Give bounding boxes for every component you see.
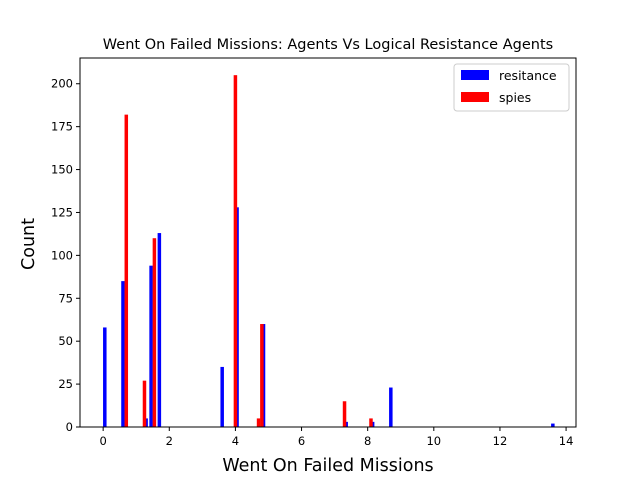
spies-bar-6 bbox=[342, 401, 347, 427]
spies-bar-1 bbox=[142, 380, 147, 427]
resistance-bar-10 bbox=[389, 387, 393, 427]
legend-swatch-0 bbox=[461, 70, 489, 80]
legend: resitance spies bbox=[453, 63, 570, 112]
x-tick-label: 6 bbox=[298, 434, 305, 448]
legend-swatch-1 bbox=[461, 92, 489, 102]
y-tick-label: 100 bbox=[51, 248, 73, 262]
legend-label-1: spies bbox=[499, 90, 531, 105]
resistance-bar-5 bbox=[220, 366, 224, 427]
axes-frame bbox=[79, 57, 577, 428]
spies-bar-3 bbox=[233, 75, 238, 428]
spies-bar-5 bbox=[260, 324, 264, 427]
resistance-bar-4 bbox=[157, 233, 162, 427]
y-tick-label: 50 bbox=[58, 334, 73, 348]
spies-bar-7 bbox=[369, 418, 373, 427]
legend-label-0: resitance bbox=[499, 68, 557, 83]
y-tick-label: 200 bbox=[51, 77, 73, 91]
resistance-bar-11 bbox=[551, 423, 555, 427]
x-tick-label: 4 bbox=[232, 434, 239, 448]
y-tick-label: 0 bbox=[66, 420, 73, 434]
y-tick-label: 125 bbox=[51, 205, 73, 219]
x-tick-label: 12 bbox=[493, 434, 508, 448]
x-tick-label: 10 bbox=[426, 434, 441, 448]
axes-group: 0 2 4 6 8 10 12 14 0 25 50 75 100 125 150 175 200 bbox=[51, 57, 577, 448]
x-tick-label: 2 bbox=[166, 434, 173, 448]
x-axis-label: Went On Failed Missions bbox=[222, 456, 433, 476]
spies-bar-2 bbox=[152, 238, 157, 427]
spies-bar-0 bbox=[124, 114, 129, 427]
x-tick-label: 0 bbox=[99, 434, 106, 448]
resistance-bar-3 bbox=[149, 265, 153, 427]
y-tick-label: 75 bbox=[58, 291, 73, 305]
y-axis-label: Count bbox=[19, 218, 39, 270]
resistance-bar-1 bbox=[121, 281, 125, 427]
resistance-bar-0 bbox=[103, 327, 107, 427]
y-tick-label: 175 bbox=[51, 120, 73, 134]
x-tick-label: 8 bbox=[364, 434, 371, 448]
chart-title: Went On Failed Missions: Agents Vs Logic… bbox=[103, 37, 553, 53]
y-tick-label: 150 bbox=[51, 163, 73, 177]
x-tick-label: 14 bbox=[559, 434, 574, 448]
bars-group bbox=[103, 75, 555, 428]
y-tick-label: 25 bbox=[58, 377, 73, 391]
spies-bar-4 bbox=[256, 418, 261, 427]
